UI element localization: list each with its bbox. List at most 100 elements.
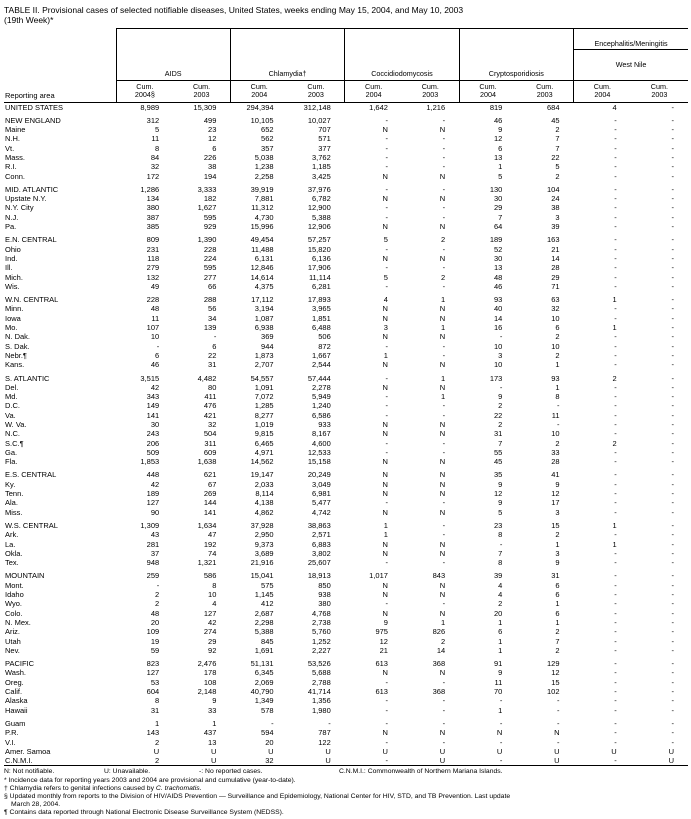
value-cell: 5,038 — [254, 152, 274, 162]
value-cell: - — [614, 350, 617, 360]
value-cell: 506 — [318, 332, 331, 342]
footnote-dagger-text: † Chlamydia refers to genital infections… — [4, 784, 156, 792]
value-cell: - — [614, 194, 617, 204]
table-row: S.C.¶ 206 311 6,465 4,600 - - 7 2 2 - — [4, 439, 688, 448]
table-row: N.H. 11 12 562 571 - - 12 7 - - — [4, 134, 688, 143]
value-cell: - — [614, 696, 617, 706]
value-cell: 54,557 — [250, 373, 274, 383]
value-cell: - — [671, 281, 675, 291]
value-cell: 12 — [379, 636, 388, 646]
value-cell: 49 — [150, 281, 160, 291]
value-cell: - — [614, 382, 617, 392]
table-row: N.Y. City 380 1,627 11,312 12,900 - - 29 38 - - — [4, 203, 688, 212]
value-cell: 1 — [498, 617, 503, 627]
value-cell: 448 — [146, 470, 160, 480]
col-group-coccidiodomycosis: Coccidiodomycosis — [344, 28, 460, 81]
value-cell: 2 — [555, 171, 560, 181]
value-cell: N — [382, 125, 388, 135]
value-cell: 312 — [146, 115, 160, 125]
table-row: Ala. 127 144 4,138 5,477 - - 9 17 - - — [4, 498, 688, 507]
value-cell: 2,788 — [311, 677, 331, 687]
table-row: La. 281 192 9,373 6,883 N N - 1 1 - — [4, 540, 688, 549]
value-cell: 28 — [551, 457, 560, 467]
value-cell: - — [671, 341, 675, 351]
value-cell: 122 — [318, 737, 331, 747]
value-cell: N — [382, 313, 388, 323]
value-cell: 5,949 — [311, 392, 331, 402]
reporting-area-cell: Ariz. — [5, 627, 20, 637]
value-cell: - — [614, 253, 617, 263]
value-cell: 22 — [208, 350, 217, 360]
reporting-area-cell: S. ATLANTIC — [5, 373, 50, 383]
value-cell: - — [671, 171, 675, 181]
value-cell: 1,627 — [197, 203, 217, 213]
value-cell: 1 — [383, 350, 388, 360]
reporting-area-cell: Ohio — [5, 244, 21, 254]
value-cell: N — [439, 125, 446, 135]
sub-header-row: Cum. 2004§ Cum. 2003 Cum. 2004 Cum. 2003… — [4, 80, 688, 103]
value-cell: U — [210, 746, 217, 756]
value-cell: 4,862 — [254, 507, 274, 517]
value-cell: N — [439, 479, 446, 489]
value-cell: - — [671, 580, 675, 590]
value-cell: U — [554, 756, 560, 766]
value-cell: - — [442, 438, 446, 448]
value-cell: 70 — [494, 687, 503, 697]
reporting-area-cell: Wis. — [5, 281, 20, 291]
value-cell: 42 — [150, 382, 160, 392]
value-cell: - — [671, 382, 675, 392]
value-cell: 41,714 — [307, 687, 331, 697]
table-row: Ark. 43 47 2,950 2,571 1 - 8 2 - - — [4, 530, 688, 539]
value-cell: 2 — [155, 737, 160, 747]
value-cell: 279 — [146, 263, 160, 273]
value-cell: 6 — [555, 580, 560, 590]
table-row: N. Dak. 10 - 369 506 N N - 2 - - — [4, 332, 688, 341]
value-cell: N — [439, 507, 446, 517]
table-row: C.N.M.I. 2 U 32 U - U - U - U — [4, 756, 688, 766]
value-cell: - — [385, 696, 388, 706]
value-cell: 5 — [498, 507, 503, 517]
value-cell: - — [385, 447, 388, 457]
value-cell: - — [614, 263, 617, 273]
reporting-area-cell: Colo. — [5, 608, 23, 618]
subheader-chlamydia-2004: Cum. 2004 — [229, 80, 288, 103]
table-row: Ariz. 109 274 5,388 5,760 975 826 6 2 - - — [4, 627, 688, 636]
value-cell: - — [614, 134, 617, 144]
value-cell: 19,147 — [250, 470, 274, 480]
value-cell: - — [671, 212, 675, 222]
value-cell: - — [671, 162, 675, 172]
value-cell: - — [671, 558, 675, 568]
value-cell: 1 — [612, 539, 617, 549]
value-cell: 33 — [551, 447, 560, 457]
value-cell: - — [671, 659, 675, 669]
table-row: Mo. 107 139 6,938 6,488 3 1 16 6 1 - — [4, 323, 688, 332]
value-cell: - — [442, 341, 446, 351]
table-row: W.N. CENTRAL 228 288 17,112 17,893 4 1 93 63 1 - — [4, 295, 688, 304]
value-cell: 2,069 — [254, 677, 274, 687]
value-cell: - — [442, 558, 446, 568]
value-cell: 6,488 — [311, 323, 331, 333]
value-cell: 17 — [551, 498, 560, 508]
value-cell: 4 — [498, 580, 503, 590]
reporting-area-cell: Wyo. — [5, 599, 23, 609]
value-cell: 226 — [203, 152, 217, 162]
table-title-line1: TABLE II. Provisional cases of selected … — [4, 5, 464, 15]
value-cell: - — [442, 115, 446, 125]
value-cell: 368 — [432, 687, 446, 697]
value-cell: 6,938 — [254, 323, 274, 333]
value-cell: N — [382, 548, 388, 558]
reporting-area-cell: W.N. CENTRAL — [5, 295, 59, 305]
value-cell: - — [671, 479, 675, 489]
reporting-area-cell: Upstate N.Y. — [5, 194, 47, 204]
value-cell: - — [385, 203, 388, 213]
value-cell: - — [442, 143, 446, 153]
col-group-aids: AIDS — [115, 28, 231, 81]
table-row: Wash. 127 178 6,345 5,688 N N 9 12 - - — [4, 668, 688, 677]
table-row: N.C. 243 504 9,815 8,167 N N 31 10 - - — [4, 429, 688, 438]
value-cell: 3,689 — [254, 548, 274, 558]
value-cell: 16 — [494, 323, 503, 333]
value-cell: 23 — [208, 125, 217, 135]
value-cell: - — [442, 599, 446, 609]
value-cell: 11,488 — [251, 244, 274, 254]
value-cell: 2 — [612, 373, 617, 383]
